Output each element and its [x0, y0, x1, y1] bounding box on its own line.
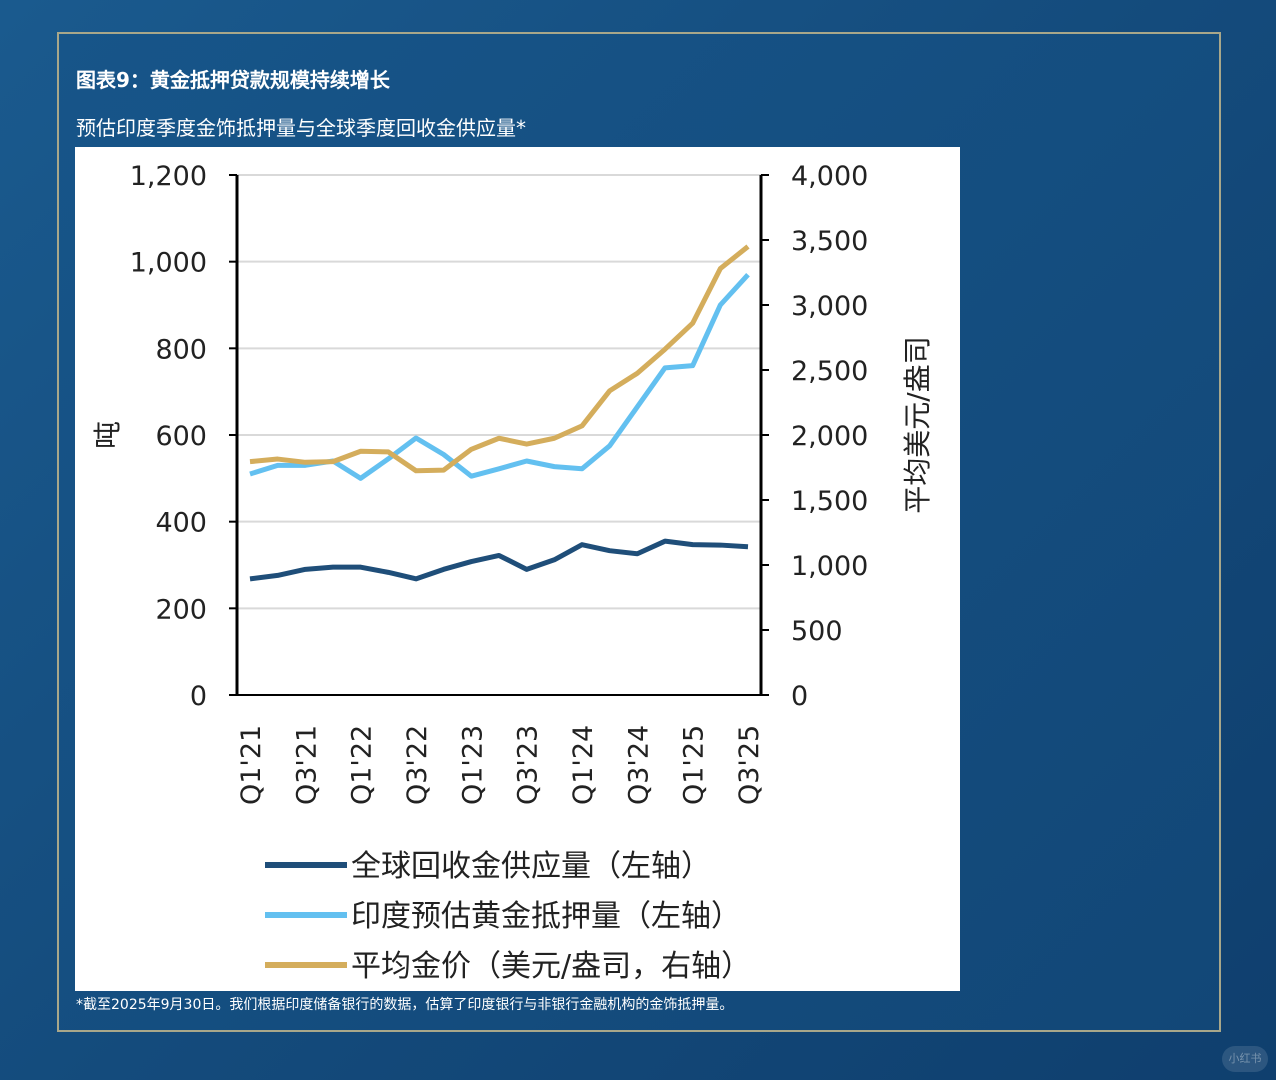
x-tick-label: Q1'23: [457, 725, 488, 805]
right-axis-label: 平均美元/盎司: [901, 336, 934, 513]
x-tick-label: Q3'24: [623, 725, 654, 805]
left-tick-label: 0: [190, 681, 207, 712]
right-tick-label: 3,000: [791, 291, 868, 322]
chart-subtitle: 预估印度季度金饰抵押量与全球季度回收金供应量*: [76, 116, 526, 140]
right-tick-label: 1,000: [791, 551, 868, 582]
chart-title: 图表9：黄金抵押贷款规模持续增长: [76, 68, 390, 92]
right-tick-label: 2,500: [791, 356, 868, 387]
left-tick-label: 1,000: [130, 248, 207, 279]
series-line-2: [249, 272, 750, 481]
legend-label: 印度预估黄金抵押量（左轴）: [351, 899, 741, 934]
left-tick-label: 1,200: [130, 161, 207, 192]
x-tick-label: Q3'21: [291, 725, 322, 805]
x-tick-label: Q3'23: [513, 725, 544, 805]
left-tick-label: 800: [155, 334, 207, 365]
left-axis-label: 吨: [91, 421, 124, 449]
x-tick-label: Q1'21: [236, 725, 267, 805]
line-chart: 0 200 400 600 800 1,000 1,200 0 500 1,000 1,500 2,0…: [91, 161, 934, 984]
legend-label: 全球回收金供应量（左轴）: [351, 849, 711, 884]
chart-area: 0 200 400 600 800 1,000 1,200 0 500 1,000 1,500 2,0…: [75, 147, 960, 991]
x-tick-label: Q3'25: [734, 725, 765, 805]
x-tick-label: Q1'22: [347, 725, 378, 805]
left-tick-label: 600: [155, 421, 207, 452]
left-tick-label: 400: [155, 508, 207, 539]
x-tick-label: Q3'22: [402, 725, 433, 805]
right-tick-label: 1,500: [791, 486, 868, 517]
right-tick-label: 500: [791, 616, 843, 647]
right-tick-label: 0: [791, 681, 808, 712]
x-tick-label: Q1'24: [568, 725, 599, 805]
left-tick-label: 200: [155, 594, 207, 625]
legend-label: 平均金价（美元/盎司，右轴）: [351, 949, 751, 984]
series-line-1: [249, 538, 749, 582]
x-tick-label: Q1'25: [679, 725, 710, 805]
watermark-logo: 小红书: [1222, 1046, 1268, 1072]
footnote: *截至2025年9月30日。我们根据印度储备银行的数据，估算了印度银行与非银行金…: [76, 997, 734, 1013]
right-tick-label: 3,500: [791, 226, 868, 257]
right-tick-label: 4,000: [791, 161, 868, 192]
right-tick-label: 2,000: [791, 421, 868, 452]
series-line-3: [249, 244, 750, 474]
